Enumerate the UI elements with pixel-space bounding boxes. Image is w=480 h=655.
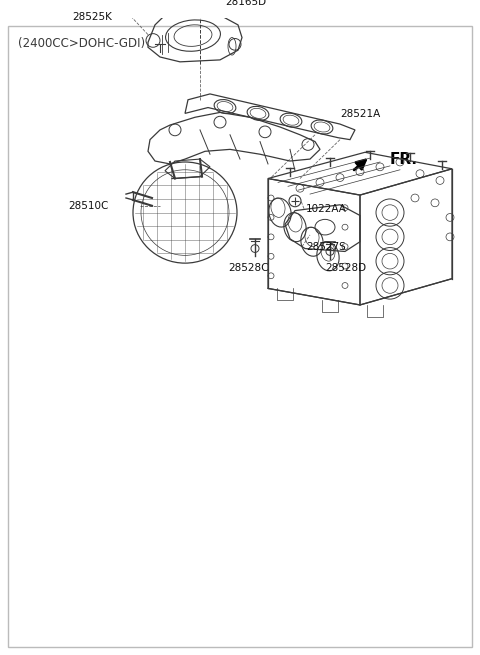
Text: 28528D: 28528D: [325, 263, 366, 273]
Text: 28165D: 28165D: [225, 0, 266, 7]
Text: 28527S: 28527S: [306, 242, 346, 252]
Text: 28521A: 28521A: [340, 109, 380, 119]
Text: FR.: FR.: [390, 151, 418, 166]
Text: 28528C: 28528C: [228, 263, 268, 273]
Text: (2400CC>DOHC-GDI): (2400CC>DOHC-GDI): [18, 37, 145, 50]
Text: 28510C: 28510C: [68, 201, 108, 211]
Text: 28525K: 28525K: [72, 12, 112, 22]
Text: 1022AA: 1022AA: [306, 204, 347, 214]
